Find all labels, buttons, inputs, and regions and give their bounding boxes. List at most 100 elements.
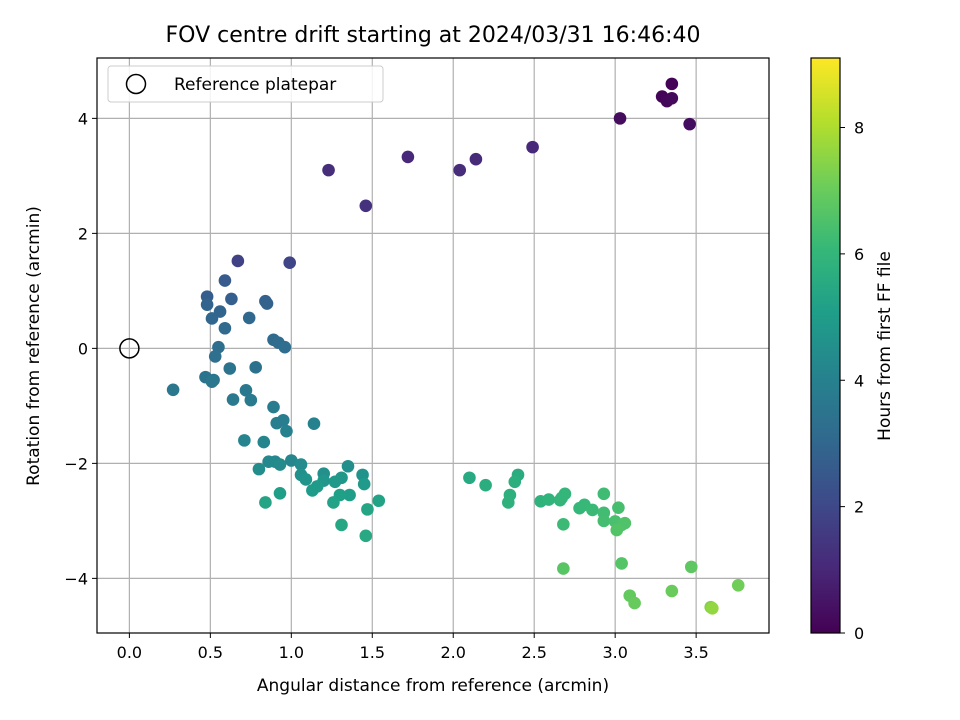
data-point xyxy=(218,274,232,287)
colorbar-gradient xyxy=(810,57,841,634)
legend: Reference platepar xyxy=(107,65,384,103)
data-point xyxy=(597,514,611,528)
y-tick-label: 4 xyxy=(78,109,88,128)
data-point xyxy=(260,297,274,310)
data-point xyxy=(267,400,280,414)
colorbar-tick-label: 8 xyxy=(854,119,864,138)
data-point xyxy=(361,503,374,516)
data-point xyxy=(205,375,219,389)
data-point xyxy=(359,529,373,543)
data-point xyxy=(252,462,266,476)
data-point xyxy=(273,458,287,471)
x-tick-label: 0.5 xyxy=(198,643,223,662)
data-point xyxy=(280,424,293,438)
legend-entry-reference-platepar: Reference platepar xyxy=(174,75,336,95)
x-tick-label: 2.5 xyxy=(521,643,546,662)
x-tick-label: 0.0 xyxy=(117,643,142,662)
data-point xyxy=(244,393,258,407)
data-point xyxy=(200,298,214,311)
data-point xyxy=(555,491,569,505)
data-point xyxy=(238,434,251,447)
colorbar-tick-label: 0 xyxy=(854,624,864,643)
data-point xyxy=(283,256,296,270)
colorbar-ticks: 0 2 4 6 8 xyxy=(840,119,864,643)
y-tick-label: 2 xyxy=(78,224,88,243)
data-point xyxy=(613,112,627,125)
x-tick-label: 3.0 xyxy=(602,643,627,662)
y-tick-label: −2 xyxy=(64,454,88,473)
y-tick-label: −4 xyxy=(64,569,88,588)
colorbar-tick-label: 6 xyxy=(854,245,864,264)
data-point xyxy=(684,560,698,574)
data-point xyxy=(327,496,340,509)
data-point xyxy=(453,163,467,177)
data-point xyxy=(628,596,641,610)
legend-reference-marker-icon xyxy=(125,73,147,95)
x-axis-label: Angular distance from reference (arcmin) xyxy=(257,676,609,696)
data-points xyxy=(166,77,745,615)
data-point xyxy=(335,518,348,532)
data-point xyxy=(557,518,570,531)
colorbar-tick-label: 4 xyxy=(854,371,864,390)
data-point xyxy=(683,117,696,131)
data-point xyxy=(205,312,219,325)
data-point xyxy=(526,140,539,154)
data-point xyxy=(231,254,245,268)
data-point xyxy=(401,150,415,164)
x-axis-ticks: 0.0 0.5 1.0 1.5 2.0 2.5 3.0 3.5 xyxy=(117,633,709,662)
data-point xyxy=(285,454,298,467)
data-point xyxy=(322,163,335,177)
data-point xyxy=(208,350,222,363)
x-tick-label: 1.5 xyxy=(360,643,385,662)
legend-box xyxy=(107,65,384,103)
data-point xyxy=(259,496,272,509)
data-point xyxy=(166,383,180,397)
data-point xyxy=(359,199,373,213)
data-point xyxy=(610,523,624,537)
colorbar-tick-label: 2 xyxy=(854,498,864,517)
grid-lines xyxy=(97,58,769,633)
data-point xyxy=(597,487,611,501)
data-point xyxy=(328,475,342,489)
data-point xyxy=(357,477,371,491)
data-point xyxy=(557,562,570,575)
data-point xyxy=(479,478,492,492)
data-point xyxy=(586,503,599,517)
data-point xyxy=(612,501,625,514)
data-point xyxy=(463,471,476,485)
data-point xyxy=(469,152,483,166)
data-point xyxy=(501,496,515,509)
data-point xyxy=(249,361,262,374)
data-point xyxy=(343,488,356,502)
x-tick-label: 1.0 xyxy=(279,643,304,662)
data-point xyxy=(665,77,679,91)
data-point xyxy=(542,493,556,506)
data-point xyxy=(225,292,238,306)
data-point xyxy=(665,584,679,598)
data-point xyxy=(372,494,386,508)
data-point xyxy=(218,321,232,335)
data-point xyxy=(242,311,256,325)
data-point xyxy=(270,416,284,430)
colorbar-label: Hours from first FF file xyxy=(875,251,895,441)
data-point xyxy=(299,473,313,486)
data-point xyxy=(278,340,292,354)
data-point xyxy=(273,486,287,500)
data-point xyxy=(294,458,308,471)
data-point xyxy=(665,91,679,105)
colorbar: 0 2 4 6 8 Hours from first FF file xyxy=(810,57,895,643)
data-point xyxy=(615,557,628,570)
data-point xyxy=(341,459,355,473)
data-point xyxy=(306,484,319,497)
y-axis-ticks: −4 −2 0 2 4 xyxy=(64,109,97,588)
data-point xyxy=(706,601,719,615)
data-point xyxy=(257,435,271,449)
reference-platepar-marker xyxy=(119,338,140,359)
chart-title: FOV centre drift starting at 2024/03/31 … xyxy=(166,23,701,48)
data-point xyxy=(508,475,522,489)
data-point xyxy=(307,417,321,431)
x-tick-label: 3.5 xyxy=(683,643,708,662)
x-tick-label: 2.0 xyxy=(441,643,466,662)
data-point xyxy=(731,578,745,592)
